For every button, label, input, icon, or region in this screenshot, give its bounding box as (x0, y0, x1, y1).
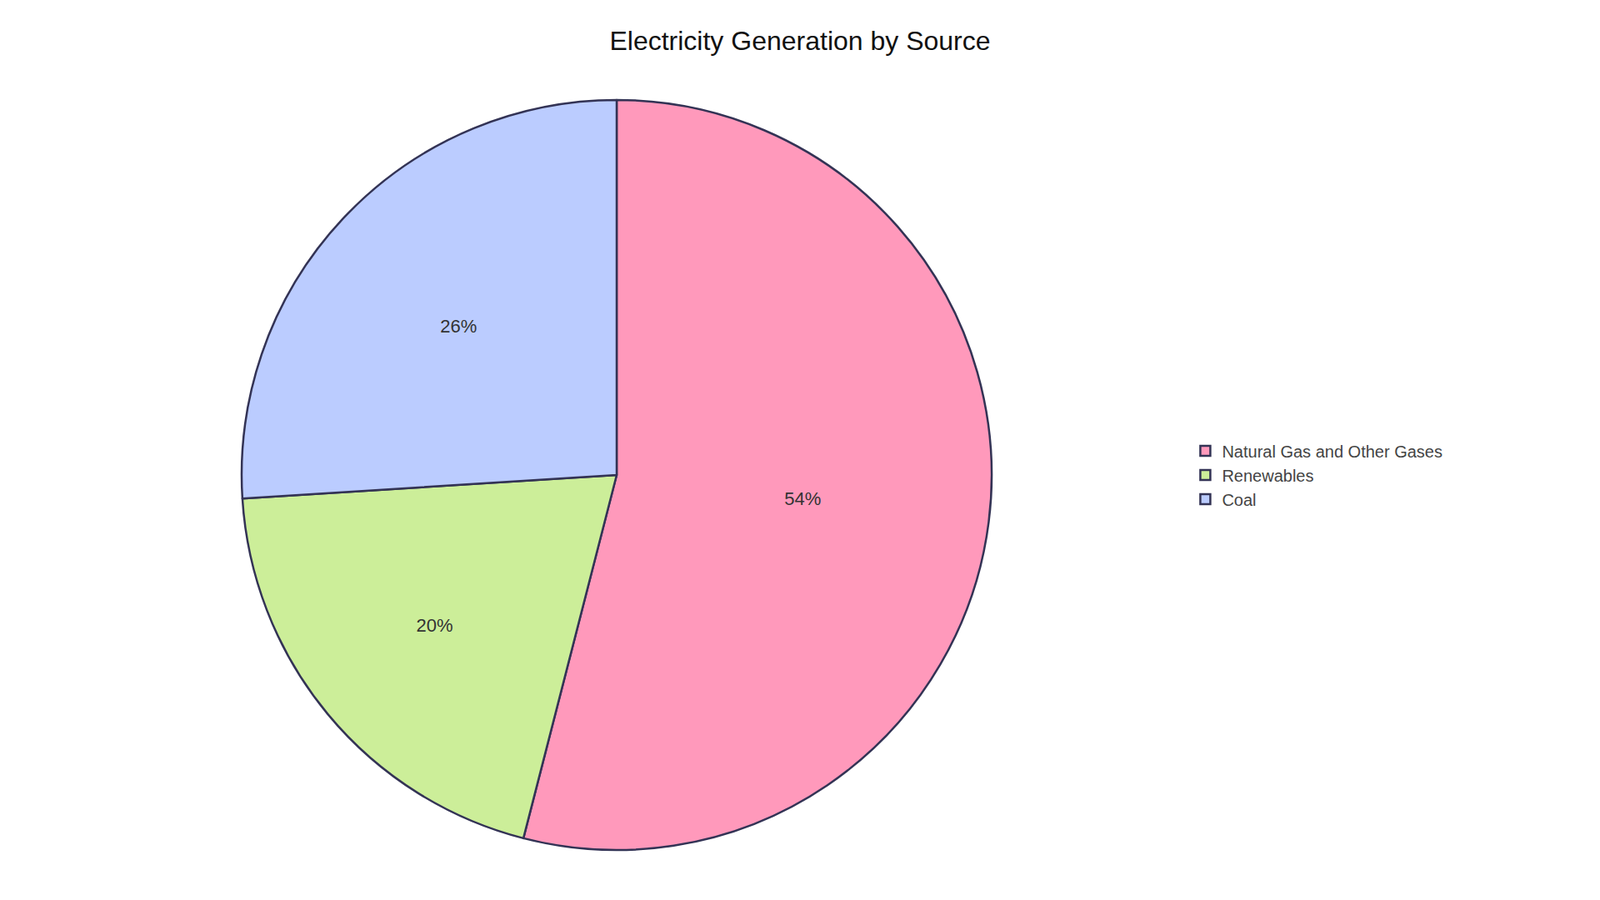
svg-text:Electricity Generation by Sour: Electricity Generation by Source (609, 25, 990, 56)
svg-text:26%: 26% (440, 315, 477, 337)
svg-text:Natural Gas and Other Gases: Natural Gas and Other Gases (1221, 442, 1443, 461)
svg-text:Coal: Coal (1221, 490, 1256, 510)
svg-text:20%: 20% (416, 615, 454, 636)
svg-text:Renewables: Renewables (1221, 466, 1314, 485)
svg-text:54%: 54% (784, 488, 821, 510)
